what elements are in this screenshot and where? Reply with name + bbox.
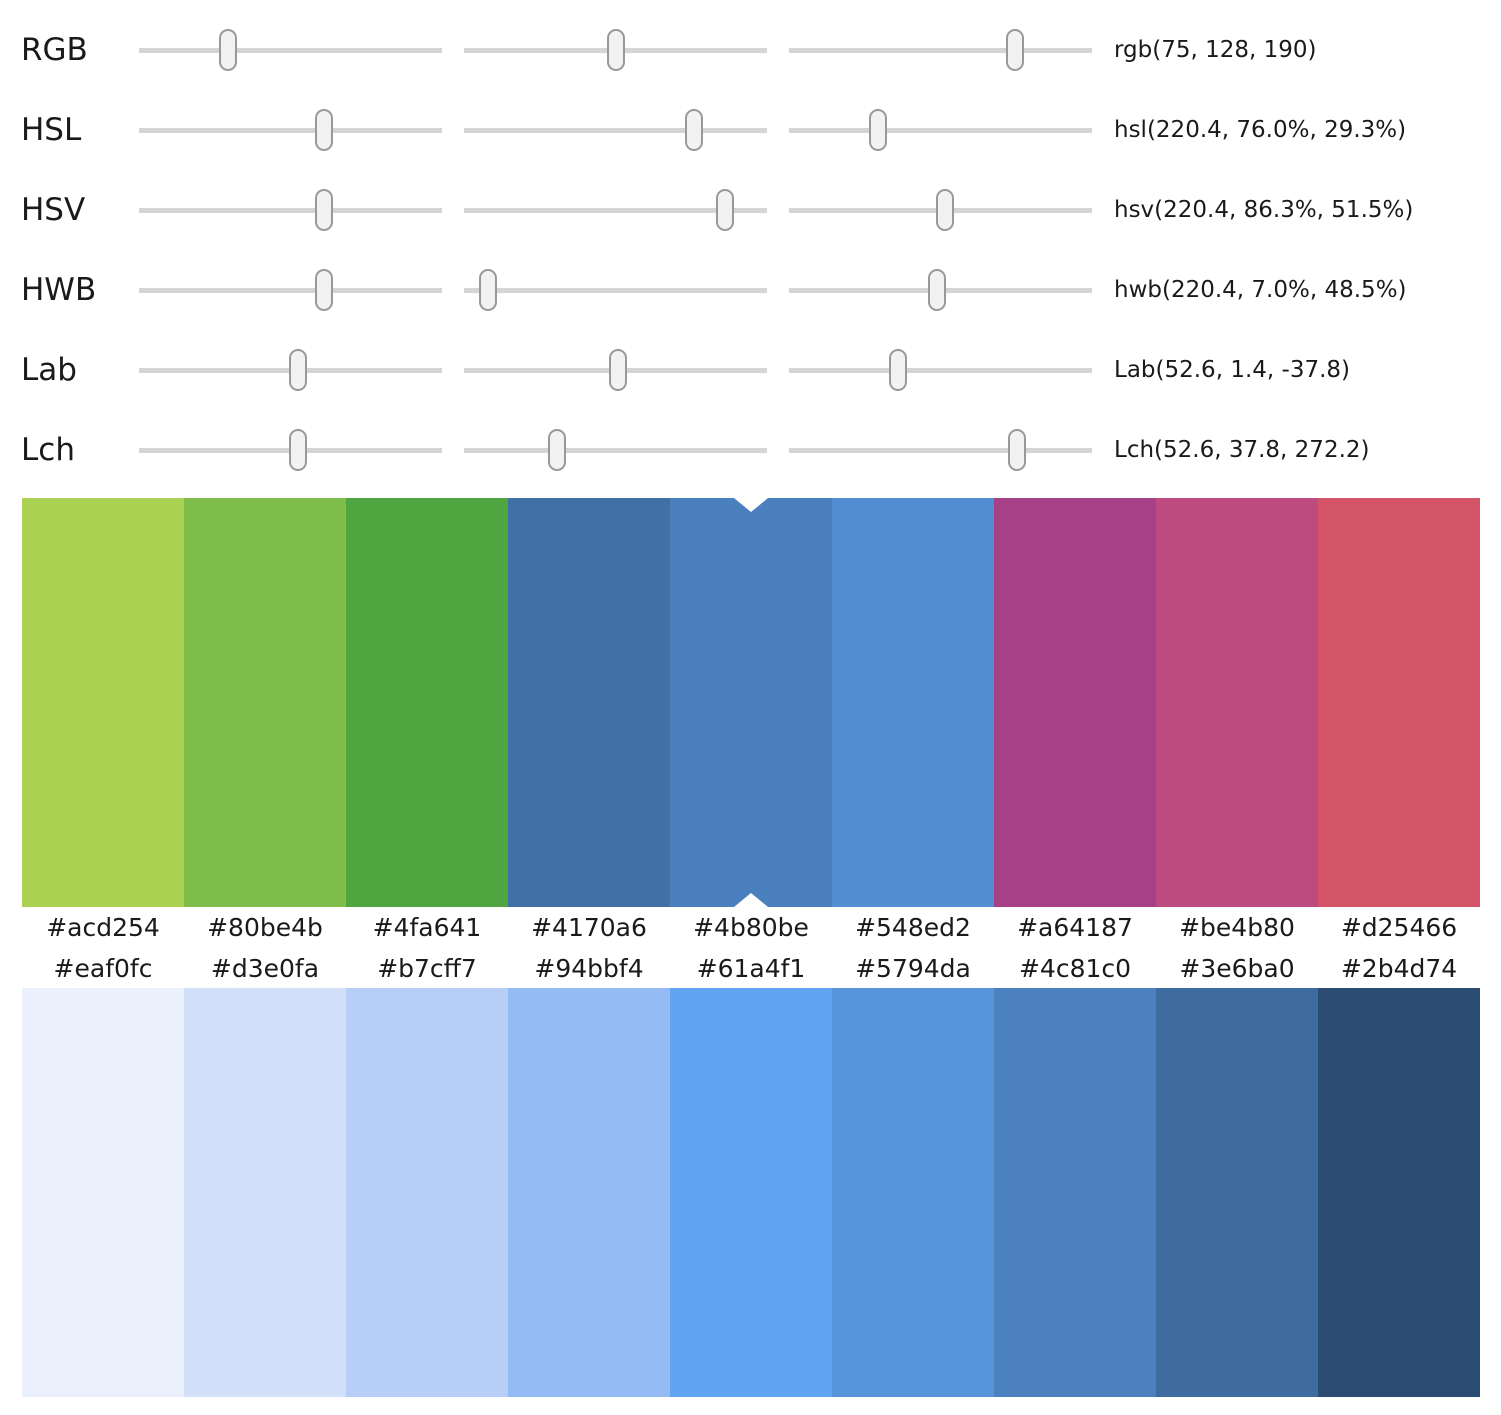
hex-label: #61a4f1 [696, 953, 806, 983]
hex-label: #b7cff7 [377, 953, 477, 983]
slider-handle[interactable] [607, 29, 626, 71]
hex-label: #2b4d74 [1340, 953, 1458, 983]
swatch[interactable] [670, 988, 832, 1397]
selected-swatch-caret-bottom-icon [734, 893, 768, 907]
lab-a-slider[interactable] [464, 349, 767, 391]
swatch[interactable] [994, 498, 1156, 907]
hsv-v-slider[interactable] [789, 189, 1092, 231]
hsl-s-slider[interactable] [464, 109, 767, 151]
hue-hex-labels: #acd254 #80be4b #4fa641 #4170a6 #4b80be … [22, 907, 1480, 948]
lab-l-slider[interactable] [139, 349, 442, 391]
rgb-value-text: rgb(75, 128, 190) [1114, 37, 1317, 63]
swatch-selected[interactable] [670, 498, 832, 907]
slider-handle[interactable] [547, 429, 566, 471]
rgb-r-slider[interactable] [139, 29, 442, 71]
slider-handle[interactable] [479, 269, 498, 311]
colorspace-label-lch: Lch [21, 431, 75, 468]
slider-handle[interactable] [1007, 429, 1026, 471]
slider-handle[interactable] [219, 29, 238, 71]
hex-label: #4c81c0 [1018, 953, 1132, 983]
hex-label: #4170a6 [531, 913, 647, 942]
slider-handle[interactable] [685, 109, 704, 151]
hsv-h-slider[interactable] [139, 189, 442, 231]
hex-label: #eaf0fc [53, 953, 153, 983]
selected-swatch-caret-top-icon [734, 498, 768, 512]
slider-handle[interactable] [315, 189, 334, 231]
slider-row-lch: Lch Lch(52.6, 37.8, 272.2) [21, 410, 1501, 490]
swatch[interactable] [508, 988, 670, 1397]
hex-label: #3e6ba0 [1179, 953, 1295, 983]
slider-row-hwb: HWB hwb(220.4, 7.0%, 48.5%) [21, 250, 1501, 330]
lch-value-text: Lch(52.6, 37.8, 272.2) [1114, 437, 1370, 463]
swatch[interactable] [994, 988, 1156, 1397]
swatch[interactable] [832, 498, 994, 907]
swatch[interactable] [1156, 988, 1318, 1397]
hex-label: #d3e0fa [210, 953, 320, 983]
colorspace-label-hwb: HWB [21, 271, 97, 308]
swatch[interactable] [184, 498, 346, 907]
swatch[interactable] [22, 498, 184, 907]
slider-handle[interactable] [889, 349, 908, 391]
hex-label: #a64187 [1017, 913, 1133, 942]
slider-handle[interactable] [936, 189, 955, 231]
swatch[interactable] [1318, 988, 1480, 1397]
lch-l-slider[interactable] [139, 429, 442, 471]
slider-handle[interactable] [608, 349, 627, 391]
hue-palette [22, 498, 1480, 907]
shade-hex-labels: #eaf0fc #d3e0fa #b7cff7 #94bbf4 #61a4f1 … [22, 948, 1480, 988]
colorspace-label-hsv: HSV [21, 191, 86, 228]
slider-handle[interactable] [315, 109, 334, 151]
color-slider-panel: RGB rgb(75, 128, 190) HSL hsl(220.4, 76.… [0, 0, 1501, 498]
slider-row-hsv: HSV hsv(220.4, 86.3%, 51.5%) [21, 170, 1501, 250]
slider-handle[interactable] [1005, 29, 1024, 71]
swatch[interactable] [346, 498, 508, 907]
slider-handle[interactable] [289, 349, 308, 391]
lab-b-slider[interactable] [789, 349, 1092, 391]
swatch[interactable] [1318, 498, 1480, 907]
hex-label: #80be4b [207, 913, 323, 942]
colorspace-label-hsl: HSL [21, 111, 82, 148]
hsv-s-slider[interactable] [464, 189, 767, 231]
slider-handle[interactable] [927, 269, 946, 311]
lch-c-slider[interactable] [464, 429, 767, 471]
slider-handle[interactable] [289, 429, 308, 471]
slider-handle[interactable] [716, 189, 735, 231]
slider-row-rgb: RGB rgb(75, 128, 190) [21, 10, 1501, 90]
lab-value-text: Lab(52.6, 1.4, -37.8) [1114, 357, 1350, 383]
swatch[interactable] [508, 498, 670, 907]
hex-label: #4b80be [693, 913, 809, 942]
slider-handle[interactable] [868, 109, 887, 151]
hex-label: #4fa641 [372, 913, 482, 942]
rgb-b-slider[interactable] [789, 29, 1092, 71]
hsv-value-text: hsv(220.4, 86.3%, 51.5%) [1114, 197, 1414, 223]
hex-label: #548ed2 [855, 913, 971, 942]
hex-label: #acd254 [46, 913, 160, 942]
hex-label: #5794da [855, 953, 971, 983]
slider-row-lab: Lab Lab(52.6, 1.4, -37.8) [21, 330, 1501, 410]
swatch[interactable] [184, 988, 346, 1397]
swatch[interactable] [1156, 498, 1318, 907]
lch-h-slider[interactable] [789, 429, 1092, 471]
hsl-l-slider[interactable] [789, 109, 1092, 151]
hex-label: #94bbf4 [534, 953, 644, 983]
hwb-h-slider[interactable] [139, 269, 442, 311]
hsl-value-text: hsl(220.4, 76.0%, 29.3%) [1114, 117, 1407, 143]
colorspace-label-lab: Lab [21, 351, 77, 388]
swatch[interactable] [346, 988, 508, 1397]
colorspace-label-rgb: RGB [21, 31, 88, 68]
slider-handle[interactable] [315, 269, 334, 311]
shade-palette [22, 988, 1480, 1397]
hsl-h-slider[interactable] [139, 109, 442, 151]
hwb-value-text: hwb(220.4, 7.0%, 48.5%) [1114, 277, 1407, 303]
rgb-g-slider[interactable] [464, 29, 767, 71]
hex-label: #d25466 [1340, 913, 1458, 942]
slider-row-hsl: HSL hsl(220.4, 76.0%, 29.3%) [21, 90, 1501, 170]
hwb-b-slider[interactable] [789, 269, 1092, 311]
swatch[interactable] [832, 988, 994, 1397]
hwb-w-slider[interactable] [464, 269, 767, 311]
swatch[interactable] [22, 988, 184, 1397]
hex-label: #be4b80 [1179, 913, 1295, 942]
